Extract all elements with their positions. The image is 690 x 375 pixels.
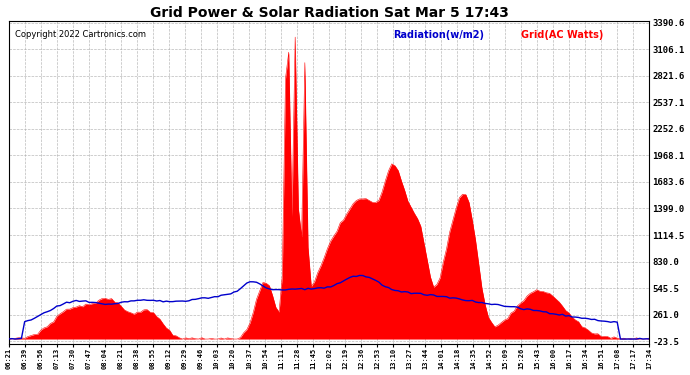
- Title: Grid Power & Solar Radiation Sat Mar 5 17:43: Grid Power & Solar Radiation Sat Mar 5 1…: [150, 6, 509, 20]
- Text: Copyright 2022 Cartronics.com: Copyright 2022 Cartronics.com: [15, 30, 146, 39]
- Text: Grid(AC Watts): Grid(AC Watts): [521, 30, 604, 40]
- Text: Radiation(w/m2): Radiation(w/m2): [393, 30, 484, 40]
